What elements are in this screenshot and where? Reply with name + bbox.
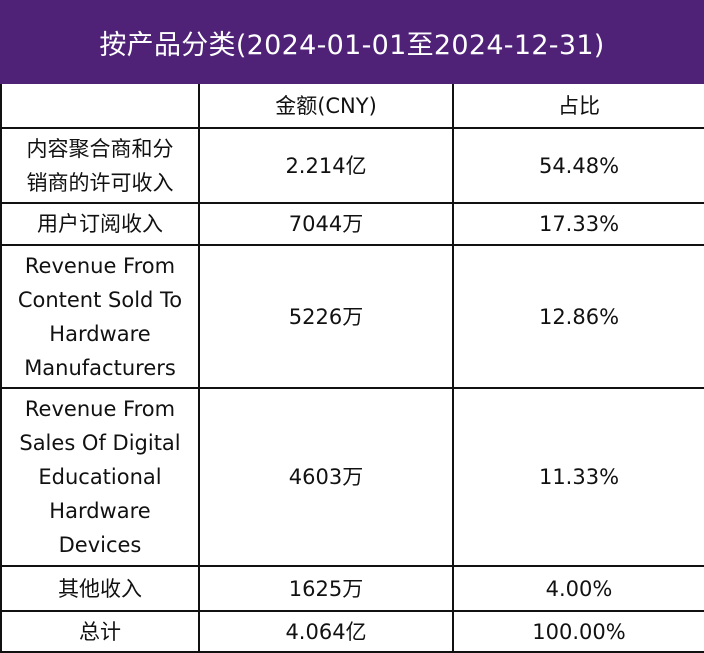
- row-category: 内容聚合商和分 销商的许可收入: [0, 127, 200, 204]
- table-row: 内容聚合商和分 销商的许可收入 2.214亿 54.48%: [0, 127, 704, 204]
- row-category: 用户订阅收入: [0, 202, 200, 246]
- header-category: [0, 84, 200, 129]
- row-share: 12.86%: [452, 244, 704, 389]
- row-amount: 5226万: [198, 244, 454, 389]
- row-category: 其他收入: [0, 565, 200, 612]
- table-row: Revenue From Content Sold To Hardware Ma…: [0, 244, 704, 389]
- table-row: Revenue From Sales Of Digital Educationa…: [0, 387, 704, 567]
- total-amount: 4.064亿: [198, 610, 454, 653]
- header-share: 占比: [452, 84, 704, 129]
- revenue-by-product-table: 金额(CNY) 占比 内容聚合商和分 销商的许可收入 2.214亿 54.48%…: [0, 84, 704, 653]
- title-bar: 按产品分类(2024-01-01至2024-12-31): [0, 0, 704, 84]
- table-row: 其他收入 1625万 4.00%: [0, 565, 704, 612]
- row-amount: 2.214亿: [198, 127, 454, 204]
- row-category: Revenue From Content Sold To Hardware Ma…: [0, 244, 200, 389]
- row-share: 17.33%: [452, 202, 704, 246]
- total-row: 总计 4.064亿 100.00%: [0, 610, 704, 653]
- row-amount: 1625万: [198, 565, 454, 612]
- row-share: 4.00%: [452, 565, 704, 612]
- total-label: 总计: [0, 610, 200, 653]
- row-category: Revenue From Sales Of Digital Educationa…: [0, 387, 200, 567]
- total-share: 100.00%: [452, 610, 704, 653]
- page-title: 按产品分类(2024-01-01至2024-12-31): [99, 29, 605, 61]
- row-share: 11.33%: [452, 387, 704, 567]
- table-header-row: 金额(CNY) 占比: [0, 84, 704, 129]
- table-row: 用户订阅收入 7044万 17.33%: [0, 202, 704, 246]
- header-amount: 金额(CNY): [198, 84, 454, 129]
- row-share: 54.48%: [452, 127, 704, 204]
- row-amount: 7044万: [198, 202, 454, 246]
- row-amount: 4603万: [198, 387, 454, 567]
